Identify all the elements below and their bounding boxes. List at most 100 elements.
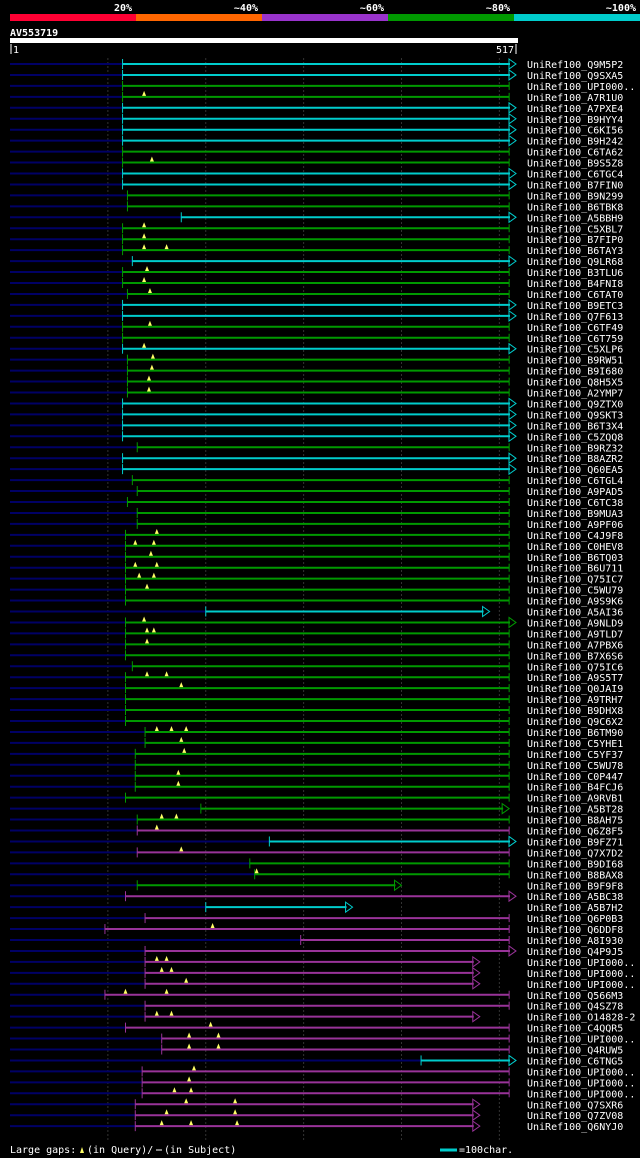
hit-label[interactable]: UniRef100_C6TC38 — [527, 498, 623, 509]
hit-label[interactable]: UniRef100_B9DHX8 — [527, 706, 623, 717]
hit-label[interactable]: UniRef100_Q4P9J5 — [527, 947, 623, 958]
hit-label[interactable]: UniRef100_B9HYY4 — [527, 115, 623, 126]
hit-label[interactable]: UniRef100_B4FCJ6 — [527, 783, 623, 794]
hit-label[interactable]: UniRef100_A8I930 — [527, 936, 623, 947]
hit-label[interactable]: UniRef100_C6TGL4 — [527, 476, 623, 487]
hit-label[interactable]: UniRef100_Q6P0B3 — [527, 914, 623, 925]
hit-label[interactable]: UniRef100_B9FZ71 — [527, 837, 623, 848]
hit-label[interactable]: UniRef100_B7FIP0 — [527, 235, 623, 246]
hit-label[interactable]: UniRef100_Q0JAI9 — [527, 684, 623, 695]
hit-label[interactable]: UniRef100_O14828-2 — [527, 1013, 635, 1024]
hit-label[interactable]: UniRef100_A5B7H2 — [527, 903, 623, 914]
hit-label[interactable]: UniRef100_A5BBH9 — [527, 213, 623, 224]
hit-label[interactable]: UniRef100_Q75IC6 — [527, 662, 623, 673]
hit-label[interactable]: UniRef100_UPI000.. — [527, 969, 635, 980]
hit-label[interactable]: UniRef100_B9N299 — [527, 191, 623, 202]
hit-label[interactable]: UniRef100_C6TGC4 — [527, 170, 623, 181]
hit-label[interactable]: UniRef100_B9H242 — [527, 137, 623, 148]
hit-label[interactable]: UniRef100_B6T3X4 — [527, 421, 623, 432]
hit-label[interactable]: UniRef100_Q8H5X5 — [527, 378, 623, 389]
hit-label[interactable]: UniRef100_Q60EA5 — [527, 465, 623, 476]
hit-label[interactable]: UniRef100_A9PAD5 — [527, 487, 623, 498]
hit-label[interactable]: UniRef100_C5XLP6 — [527, 345, 623, 356]
hit-label[interactable]: UniRef100_Q7F613 — [527, 312, 623, 323]
hit-label[interactable]: UniRef100_A2YMP7 — [527, 389, 623, 400]
hit-label[interactable]: UniRef100_Q9SXA5 — [527, 71, 623, 82]
hit-label[interactable]: UniRef100_A7PXE4 — [527, 104, 623, 115]
hit-label[interactable]: UniRef100_UPI000.. — [527, 958, 635, 969]
hit-label[interactable]: UniRef100_Q9LR68 — [527, 257, 623, 268]
query-gap-marker — [145, 583, 150, 589]
hit-label[interactable]: UniRef100_Q75IC7 — [527, 575, 623, 586]
hit-label[interactable]: UniRef100_C5WU79 — [527, 586, 623, 597]
hit-label[interactable]: UniRef100_C6TA62 — [527, 148, 623, 159]
hit-label[interactable]: UniRef100_Q6NYJ0 — [527, 1122, 623, 1133]
hit-label[interactable]: UniRef100_B9DI68 — [527, 859, 623, 870]
hit-label[interactable]: UniRef100_C6TNG5 — [527, 1056, 623, 1067]
hit-label[interactable]: UniRef100_B9RZ32 — [527, 443, 623, 454]
hit-label[interactable]: UniRef100_C6TAT0 — [527, 290, 623, 301]
hit-label[interactable]: UniRef100_Q7ZV08 — [527, 1111, 623, 1122]
hit-label[interactable]: UniRef100_A7R1U0 — [527, 93, 623, 104]
hit-label[interactable]: UniRef100_B6TM90 — [527, 728, 623, 739]
hit-label[interactable]: UniRef100_A5AI36 — [527, 608, 623, 619]
hit-label[interactable]: UniRef100_C4J9F8 — [527, 531, 623, 542]
hit-label[interactable]: UniRef100_B7X6S6 — [527, 651, 623, 662]
hit-label[interactable]: UniRef100_A9S9K6 — [527, 597, 623, 608]
hit-label[interactable]: UniRef100_A9TLD7 — [527, 629, 623, 640]
hit-label[interactable]: UniRef100_Q4RUW5 — [527, 1046, 623, 1057]
hit-label[interactable]: UniRef100_C0P447 — [527, 772, 623, 783]
hit-label[interactable]: UniRef100_B6U711 — [527, 564, 623, 575]
hit-label[interactable]: UniRef100_UPI000.. — [527, 1089, 635, 1100]
hit-label[interactable]: UniRef100_Q6DDF8 — [527, 925, 623, 936]
hit-label[interactable]: UniRef100_A9NLD9 — [527, 618, 623, 629]
hit-label[interactable]: UniRef100_UPI000.. — [527, 1067, 635, 1078]
hit-label[interactable]: UniRef100_Q7SXR6 — [527, 1100, 623, 1111]
hit-label[interactable]: UniRef100_UPI000.. — [527, 1035, 635, 1046]
hit-label[interactable]: UniRef100_B3TLU6 — [527, 268, 623, 279]
hit-label[interactable]: UniRef100_Q566M3 — [527, 991, 623, 1002]
hit-label[interactable]: UniRef100_A9TRH7 — [527, 695, 623, 706]
hit-label[interactable]: UniRef100_C0HEV8 — [527, 542, 623, 553]
hit-label[interactable]: UniRef100_Q6Z8F5 — [527, 827, 623, 838]
hit-label[interactable]: UniRef100_A5BC38 — [527, 892, 623, 903]
hit-label[interactable]: UniRef100_B8AZR2 — [527, 454, 623, 465]
hit-label[interactable]: UniRef100_Q9M5P2 — [527, 60, 623, 71]
hit-label[interactable]: UniRef100_UPI000.. — [527, 980, 635, 991]
hit-label[interactable]: UniRef100_B9I680 — [527, 367, 623, 378]
hit-label[interactable]: UniRef100_Q9ZTX0 — [527, 399, 623, 410]
hit-label[interactable]: UniRef100_A9RVB1 — [527, 794, 623, 805]
hit-label[interactable]: UniRef100_UPI000.. — [527, 1078, 635, 1089]
hit-label[interactable]: UniRef100_A7PBX6 — [527, 640, 623, 651]
hit-label[interactable]: UniRef100_C5XBL7 — [527, 224, 623, 235]
hit-label[interactable]: UniRef100_B9ETC3 — [527, 301, 623, 312]
hit-label[interactable]: UniRef100_C6TF49 — [527, 323, 623, 334]
hit-label[interactable]: UniRef100_C6T759 — [527, 334, 623, 345]
hit-label[interactable]: UniRef100_A5BT28 — [527, 805, 623, 816]
hit-label[interactable]: UniRef100_Q9SKT3 — [527, 410, 623, 421]
hit-label[interactable]: UniRef100_C6KI56 — [527, 126, 623, 137]
hit-label[interactable]: UniRef100_B9MUA3 — [527, 509, 623, 520]
hit-label[interactable]: UniRef100_C4QQR5 — [527, 1024, 623, 1035]
hit-label[interactable]: UniRef100_B9S5Z8 — [527, 159, 623, 170]
hit-label[interactable]: UniRef100_C5ZQQ8 — [527, 432, 623, 443]
hit-label[interactable]: UniRef100_B8BAX8 — [527, 870, 623, 881]
hit-label[interactable]: UniRef100_Q7X7D2 — [527, 848, 623, 859]
hit-label[interactable]: UniRef100_B6TAY3 — [527, 246, 623, 257]
hit-label[interactable]: UniRef100_Q9C6X2 — [527, 717, 623, 728]
hit-label[interactable]: UniRef100_B6TBK8 — [527, 202, 623, 213]
hit-label[interactable]: UniRef100_B9F9F8 — [527, 881, 623, 892]
hit-label[interactable]: UniRef100_B6TQ03 — [527, 553, 623, 564]
hit-label[interactable]: UniRef100_B8AH75 — [527, 816, 623, 827]
hit-label[interactable]: UniRef100_C5YHE1 — [527, 739, 623, 750]
hit-label[interactable]: UniRef100_B9RW51 — [527, 356, 623, 367]
hit-label[interactable]: UniRef100_C5YF37 — [527, 750, 623, 761]
hit-label[interactable]: UniRef100_A9PF06 — [527, 520, 623, 531]
hit-label[interactable]: UniRef100_Q4SZ78 — [527, 1002, 623, 1013]
hit-label[interactable]: UniRef100_A9S5T7 — [527, 673, 623, 684]
hit-label[interactable]: UniRef100_UPI000.. — [527, 82, 635, 93]
hit-label[interactable]: UniRef100_C5WU78 — [527, 761, 623, 772]
hit-label[interactable]: UniRef100_B4FNI8 — [527, 279, 623, 290]
hit-label[interactable]: UniRef100_B7FIN0 — [527, 180, 623, 191]
query-gap-marker — [147, 320, 152, 326]
